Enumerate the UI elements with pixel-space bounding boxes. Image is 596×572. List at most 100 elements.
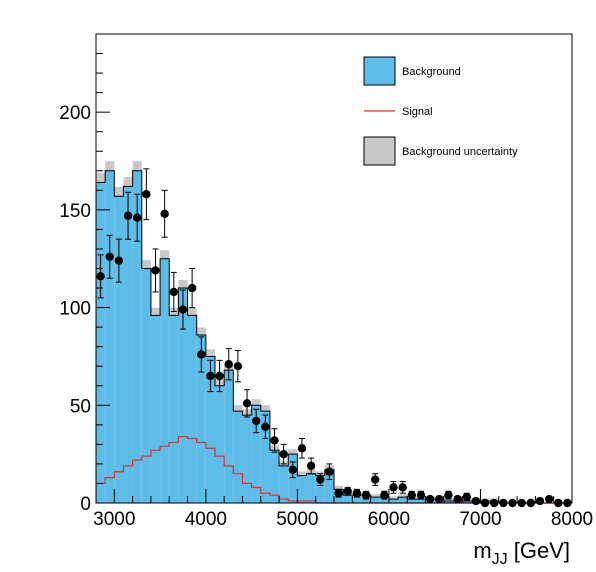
data-point <box>224 348 233 381</box>
background-bar <box>224 370 234 503</box>
background-bar <box>379 497 389 503</box>
data-point <box>407 490 417 500</box>
background-bar <box>105 170 115 503</box>
background-bar <box>407 499 417 503</box>
data-marker <box>535 496 545 506</box>
data-marker <box>151 266 160 275</box>
data-marker <box>233 362 243 371</box>
background-bar <box>297 475 307 503</box>
data-marker <box>380 490 389 500</box>
background-bar <box>343 495 353 503</box>
data-point <box>352 488 362 498</box>
data-point <box>270 428 279 453</box>
background-bar <box>398 497 408 503</box>
y-tick-label: 100 <box>59 299 91 320</box>
x-tick-label: 6000 <box>368 509 410 530</box>
background-bar <box>114 196 124 503</box>
background-bar <box>288 454 298 503</box>
background-bar <box>141 268 151 503</box>
data-marker <box>123 211 133 220</box>
background-bar <box>215 385 225 503</box>
data-point <box>444 490 453 500</box>
data-marker <box>261 422 270 431</box>
data-point <box>187 268 197 309</box>
data-point <box>142 168 151 221</box>
data-point <box>132 193 142 242</box>
data-marker <box>416 490 426 500</box>
x-tick-label: 5000 <box>276 509 318 530</box>
data-point <box>306 457 316 475</box>
data-marker <box>444 490 453 500</box>
data-point <box>316 473 325 486</box>
data-point <box>279 443 288 465</box>
background-bar <box>178 288 188 503</box>
data-marker <box>435 494 444 504</box>
background-bar <box>196 334 206 503</box>
data-point <box>425 494 435 504</box>
data-marker <box>297 444 307 453</box>
data-marker <box>187 283 197 293</box>
data-point <box>178 289 188 330</box>
data-point <box>96 254 105 299</box>
data-marker <box>361 490 371 500</box>
data-point <box>453 494 462 504</box>
data-marker <box>398 483 407 492</box>
background-bar <box>324 469 334 503</box>
data-point <box>471 496 481 506</box>
data-marker <box>160 209 169 218</box>
background-layer <box>95 170 572 504</box>
background-bar <box>388 499 399 503</box>
data-marker <box>425 494 435 504</box>
data-point <box>343 486 352 496</box>
y-tick-label: 50 <box>70 396 91 417</box>
y-tick-label: 0 <box>80 494 91 515</box>
data-point <box>206 359 215 393</box>
data-marker <box>105 252 114 261</box>
data-point <box>535 496 545 506</box>
background-bar <box>123 186 133 504</box>
y-tick-label: 200 <box>59 103 91 124</box>
data-marker <box>389 483 398 492</box>
data-point <box>435 494 444 504</box>
x-axis-title: mJJ [GeV] <box>473 538 570 568</box>
data-marker <box>270 436 279 445</box>
data-marker <box>242 399 252 408</box>
legend-label-uncertainty: Background uncertainty <box>402 146 518 158</box>
background-bar <box>260 411 270 503</box>
data-marker <box>142 190 151 199</box>
data-point <box>361 490 371 500</box>
x-tick-label: 8000 <box>551 509 593 530</box>
axes-layer: 3000 4000 5000 6000 7000 8000 0 50 100 150 200 <box>59 33 593 530</box>
data-point <box>462 492 471 502</box>
data-marker <box>316 475 325 484</box>
data-point <box>242 389 252 418</box>
background-bar <box>416 499 426 503</box>
x-axis-title-sub: JJ <box>492 551 508 568</box>
data-point <box>380 490 389 500</box>
background-bar <box>443 501 453 503</box>
data-marker <box>343 487 352 496</box>
background-bar <box>132 170 142 503</box>
y-tick-label: 150 <box>59 201 91 222</box>
background-bar <box>233 411 243 503</box>
legend-label-signal: Signal <box>402 106 433 118</box>
data-marker <box>471 496 481 506</box>
data-point <box>233 350 243 383</box>
background-bar <box>169 315 179 503</box>
data-marker <box>206 371 215 381</box>
x-tick-label: 3000 <box>93 509 135 530</box>
background-outline <box>95 170 572 504</box>
data-point <box>398 481 407 494</box>
data-marker <box>288 465 298 474</box>
data-point <box>544 494 554 504</box>
data-marker <box>178 305 188 314</box>
data-marker <box>325 467 334 476</box>
data-marker <box>370 475 380 484</box>
data-point <box>389 481 398 494</box>
background-bar <box>205 356 215 503</box>
data-point <box>215 359 224 393</box>
data-marker <box>96 272 105 281</box>
x-tick-label: 7000 <box>459 509 501 530</box>
data-point <box>123 191 133 240</box>
data-point <box>416 490 426 500</box>
